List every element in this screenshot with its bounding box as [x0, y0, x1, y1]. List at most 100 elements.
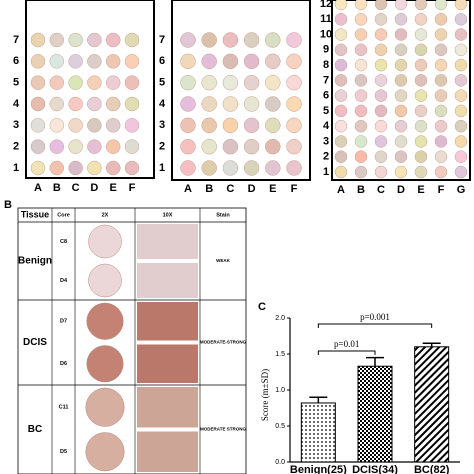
- tissue-core: [454, 104, 468, 118]
- tissue-core: [201, 74, 217, 91]
- tissue-core: [265, 117, 281, 134]
- tissue-image-10x: [137, 387, 198, 428]
- tissue-core: [180, 32, 196, 48]
- tissue-core: [414, 165, 428, 179]
- row-label: 3: [13, 119, 19, 131]
- tissue-core: [30, 96, 46, 112]
- tissue-core: [434, 89, 448, 102]
- tissue-core: [374, 13, 388, 26]
- tissue-core: [49, 96, 65, 112]
- tissue-image-10x: [137, 224, 198, 259]
- tissue-core: [454, 28, 468, 41]
- tissue-core: [354, 135, 368, 148]
- tissue-core: [124, 160, 140, 176]
- table-header: 10X: [163, 212, 173, 218]
- tissue-core: [87, 54, 102, 69]
- tissue-core: [454, 165, 468, 179]
- core-id: D6: [60, 361, 67, 367]
- column-label: B: [205, 183, 213, 195]
- tissue-core: [87, 160, 102, 176]
- row-label: 1: [323, 166, 329, 178]
- tissue-image-10x: [137, 302, 198, 341]
- tissue-core: [334, 43, 348, 57]
- tissue-core: [354, 43, 368, 57]
- tissue-core: [87, 32, 102, 48]
- tissue-core: [105, 118, 121, 133]
- column-label: B: [53, 182, 61, 194]
- tissue-core: [286, 96, 302, 112]
- significance-bracket: [317, 350, 376, 355]
- tissue-core: [454, 74, 468, 87]
- tissue-core: [124, 118, 140, 133]
- tissue-core: [434, 0, 448, 11]
- tissue-core: [201, 138, 217, 155]
- tissue-core: [124, 96, 140, 112]
- row-label: 4: [13, 98, 20, 110]
- tissue-core: [105, 54, 121, 69]
- row-label: 6: [13, 55, 19, 67]
- column-label: A: [34, 182, 42, 194]
- tissue-core: [201, 160, 217, 176]
- tissue-core: [334, 119, 348, 133]
- column-label: C: [226, 183, 234, 195]
- core-id: C8: [60, 239, 67, 245]
- tissue-core: [354, 150, 368, 163]
- y-tick-label: 2.0: [275, 315, 285, 322]
- tissue-core: [394, 0, 408, 11]
- tissue-core: [454, 0, 468, 11]
- tissue-core: [394, 150, 408, 163]
- tissue-core: [30, 54, 46, 69]
- tissue-core: [414, 135, 428, 148]
- tissue-core: [286, 53, 302, 70]
- tissue-core: [414, 104, 428, 118]
- tissue-core: [434, 13, 448, 26]
- row-label: 5: [13, 77, 19, 89]
- tissue-core: [434, 119, 448, 133]
- tissue-core: [454, 89, 468, 102]
- column-label: E: [269, 183, 276, 195]
- tissue-core: [286, 32, 302, 48]
- row-label: 2: [159, 141, 165, 153]
- tissue-core: [334, 74, 348, 87]
- tissue-name: BC: [28, 424, 42, 435]
- tissue-core: [454, 135, 468, 148]
- y-tick-label: 1.5: [275, 351, 285, 358]
- tissue-core: [265, 160, 281, 176]
- tissue-image-2x: [85, 387, 125, 427]
- tissue-core: [394, 135, 408, 148]
- y-tick-label: 0.5: [275, 423, 285, 430]
- tissue-core: [334, 165, 348, 179]
- column-label: F: [438, 184, 445, 196]
- tissue-core: [414, 150, 428, 163]
- row-label: 5: [159, 77, 165, 89]
- x-tick-label: BC(82): [414, 464, 450, 474]
- tissue-core: [124, 139, 140, 154]
- row-label: 2: [323, 151, 329, 163]
- column-label: C: [72, 182, 80, 194]
- row-label: 7: [323, 74, 329, 86]
- stain-level: MODERATE-STRONG: [200, 340, 247, 345]
- tissue-core: [105, 160, 121, 176]
- column-label: B: [357, 184, 365, 196]
- row-label: 3: [323, 135, 329, 147]
- tissue-core: [434, 165, 448, 179]
- tissue-core: [434, 135, 448, 148]
- y-tick-label: 1.0: [275, 387, 285, 394]
- tissue-core: [265, 96, 281, 112]
- tissue-core: [265, 138, 281, 155]
- column-label: D: [248, 183, 256, 195]
- column-label: C: [377, 184, 385, 196]
- tissue-core: [49, 160, 65, 176]
- tissue-core: [454, 58, 468, 72]
- tissue-core: [286, 117, 302, 134]
- tissue-core: [180, 160, 196, 176]
- tissue-core: [434, 150, 448, 163]
- tissue-image-2x: [86, 345, 124, 383]
- tissue-core: [105, 32, 121, 48]
- tissue-core: [434, 28, 448, 41]
- tissue-core: [374, 165, 388, 179]
- tissue-image-2x: [88, 224, 122, 259]
- tissue-core: [354, 28, 368, 41]
- table-header: 2X: [102, 212, 109, 218]
